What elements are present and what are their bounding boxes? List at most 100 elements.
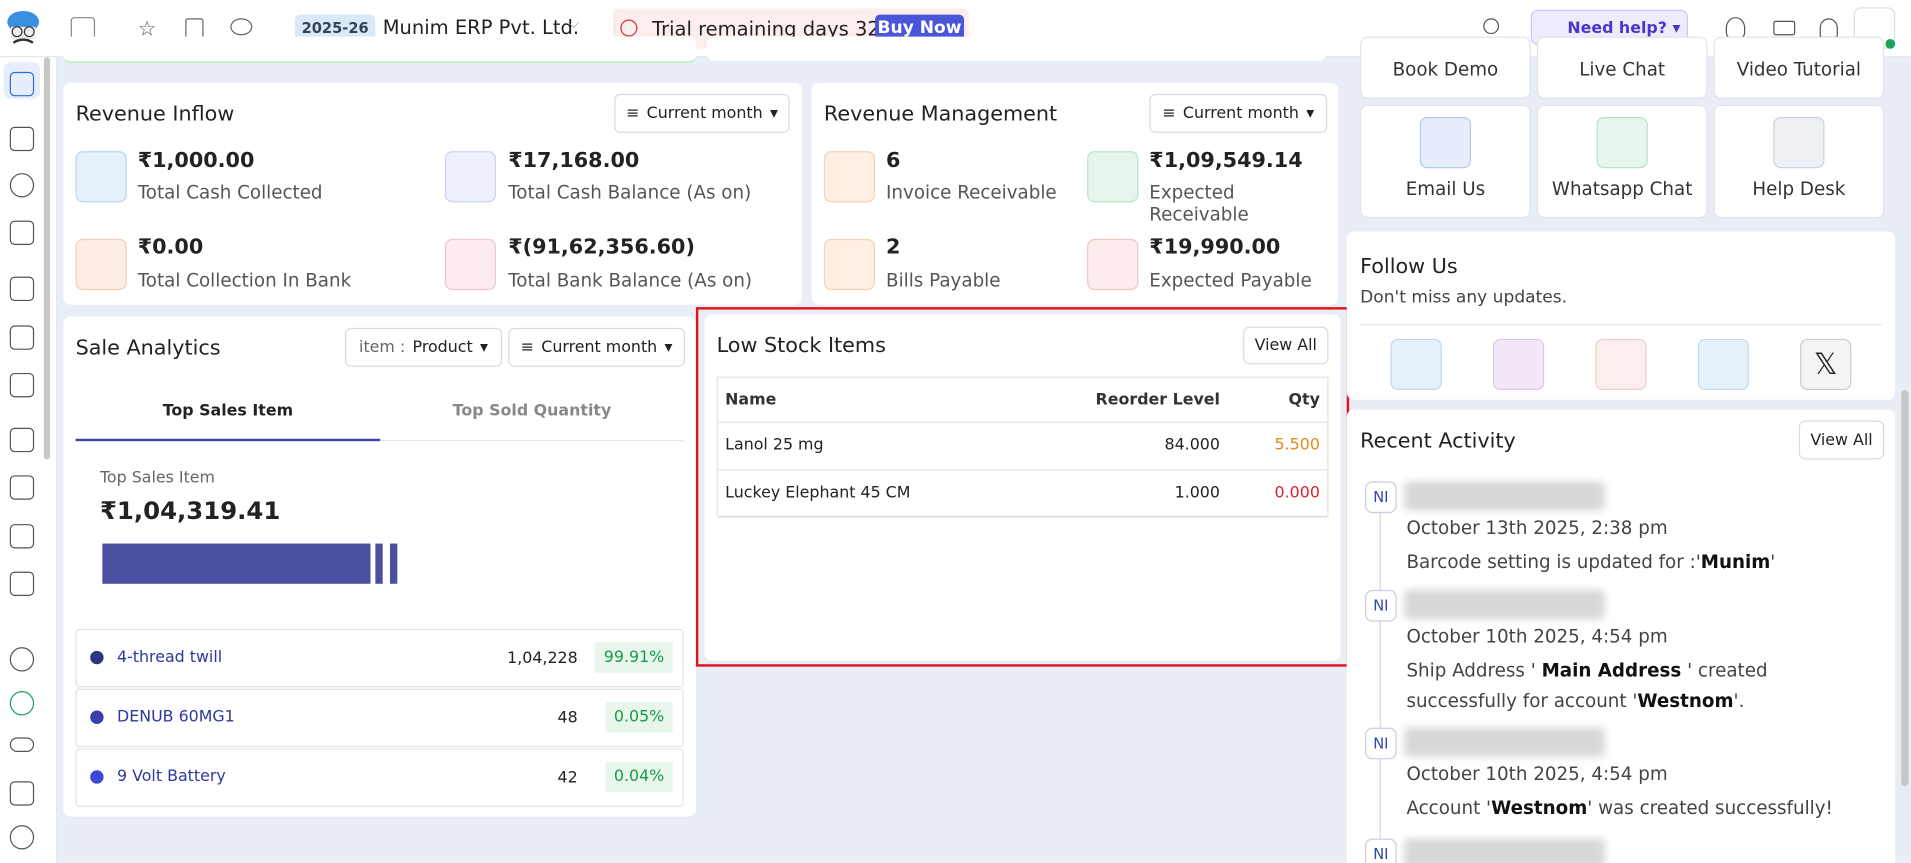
summary-label: Top Sales Item [99, 469, 215, 488]
view-all[interactable]: View All [1243, 326, 1329, 365]
nav-icon[interactable] [9, 427, 35, 453]
sale-row[interactable]: 9 Volt Battery 42 0.04% [75, 748, 684, 807]
filter-text: Current month [1182, 104, 1299, 123]
text: '. [1733, 689, 1745, 712]
filter-text: Current month [541, 338, 658, 357]
whatsapp-icon[interactable] [9, 691, 35, 716]
facebook[interactable] [1390, 338, 1442, 390]
divider [1360, 324, 1882, 326]
metric-label: Total Bank Balance (As on) [508, 269, 753, 292]
trial-text: Trial remaining days 322 [652, 17, 893, 41]
column-header: Reorder Level [1095, 391, 1220, 410]
nav-icon[interactable] [9, 524, 35, 549]
period-filter[interactable]: ≡ Current month ▾ [1149, 93, 1328, 133]
support-button[interactable]: Help Desk [1713, 104, 1885, 219]
notification-icon[interactable] [1819, 18, 1838, 38]
text: ' was created successfully! [1587, 797, 1833, 819]
item-name: 9 Volt Battery [117, 767, 226, 787]
tab[interactable]: Top Sold Quantity [452, 402, 612, 421]
period-filter[interactable]: ≡ Current month ▾ [614, 93, 790, 133]
alert-icon [620, 19, 638, 37]
blurred-user [1404, 481, 1606, 511]
filter-text: Current month [646, 104, 763, 123]
linkedin[interactable] [1697, 338, 1749, 390]
nav-icon[interactable] [9, 781, 35, 806]
support-button[interactable]: Live Chat [1536, 36, 1708, 99]
text: ' created successfully for account ' [1406, 659, 1768, 712]
support-icon [1596, 117, 1648, 169]
support-label: Live Chat [1579, 58, 1666, 81]
support-button[interactable]: Email Us [1360, 104, 1531, 219]
home-icon[interactable] [9, 71, 35, 97]
metric-label: Total Collection In Bank [137, 269, 352, 292]
metric-value: 6 [886, 148, 901, 174]
metric-label: Bills Payable [886, 269, 1001, 292]
metric-value: ₹1,000.00 [137, 148, 255, 174]
item-name: 4-thread twill [117, 648, 223, 667]
favorite-icon[interactable]: ☆ [137, 17, 157, 42]
sale-row[interactable]: DENUB 60MG1 48 0.05% [75, 688, 684, 748]
support-label: Video Tutorial [1736, 58, 1861, 81]
nav-icon[interactable] [9, 220, 35, 245]
nav-icon[interactable] [9, 325, 35, 350]
instagram[interactable] [1492, 338, 1545, 390]
search-icon[interactable] [1483, 18, 1500, 35]
company-dropdown[interactable]: ⌵ [567, 14, 580, 32]
period-filter[interactable]: ≡ Current month ▾ [508, 327, 685, 367]
bank-icon [75, 238, 127, 291]
item-value: 48 [557, 709, 578, 728]
nav-icon[interactable] [9, 647, 35, 672]
metric-label: Expected Receivable [1149, 181, 1249, 226]
sale-analytics-card: Sale Analytics item : Product ▾ ≡ Current… [63, 316, 696, 817]
support-button[interactable]: Video Tutorial [1713, 36, 1885, 99]
nav-icon[interactable] [9, 276, 35, 302]
support-button[interactable]: Book Demo [1360, 36, 1531, 99]
hide-icon[interactable] [230, 18, 253, 36]
item-value: 42 [557, 769, 578, 788]
nav-icon[interactable] [9, 372, 35, 398]
activity-time: October 10th 2025, 4:54 pm [1406, 625, 1668, 648]
nav-icon[interactable] [9, 571, 35, 596]
tab-active[interactable]: Top Sales Item [162, 402, 294, 421]
view-all[interactable]: View All [1798, 420, 1885, 460]
cash-icon [75, 151, 127, 203]
nav-icon[interactable] [9, 475, 35, 500]
support-label: Whatsapp Chat [1551, 177, 1693, 200]
card-partial [706, 36, 1326, 61]
row-divider [717, 516, 1328, 518]
column-header: Qty [1288, 391, 1320, 410]
metric-value: ₹1,09,549.14 [1149, 148, 1303, 174]
column-header: Name [725, 391, 777, 410]
support-button[interactable]: Whatsapp Chat [1536, 104, 1708, 219]
avatar: NI [1365, 727, 1397, 760]
metric-value: ₹0.00 [137, 235, 204, 260]
metric-label: Total Cash Collected [137, 181, 323, 204]
bold-text: Munim [1700, 550, 1771, 573]
avatar: NI [1365, 481, 1397, 514]
x-twitter[interactable]: 𝕏 [1800, 338, 1852, 390]
item-filter[interactable]: item : Product ▾ [344, 327, 503, 367]
item-percent: 99.91% [595, 642, 673, 673]
text: Account ' [1406, 797, 1492, 819]
sale-row[interactable]: 4-thread twill 1,04,228 99.91% [75, 628, 684, 688]
support-label: Help Desk [1752, 177, 1846, 200]
receivable-icon [1087, 151, 1139, 203]
row-divider [717, 421, 1328, 423]
settings-icon[interactable] [9, 825, 35, 850]
nav-icon[interactable] [9, 173, 35, 198]
item-value: 1,04,228 [507, 649, 578, 668]
blurred-user [1404, 727, 1606, 757]
revenue-inflow-card: Revenue Inflow ≡ Current month ▾ ₹1,000.… [63, 82, 802, 305]
metric-label: Invoice Receivable [886, 181, 1057, 204]
keyboard-icon[interactable] [1773, 20, 1796, 36]
company-name[interactable]: Munim ERP Pvt. Ltd. [382, 15, 580, 39]
nav-icon[interactable] [9, 737, 35, 752]
text: ' [1770, 550, 1776, 573]
item-percent: 0.04% [605, 761, 673, 793]
page-scrollbar[interactable] [1901, 390, 1909, 787]
nav-icon[interactable] [9, 126, 35, 152]
bar-segment [375, 543, 383, 584]
activity-time: October 13th 2025, 2:38 pm [1406, 516, 1668, 539]
youtube[interactable] [1595, 338, 1647, 390]
sidebar-scrollbar[interactable] [43, 57, 50, 460]
